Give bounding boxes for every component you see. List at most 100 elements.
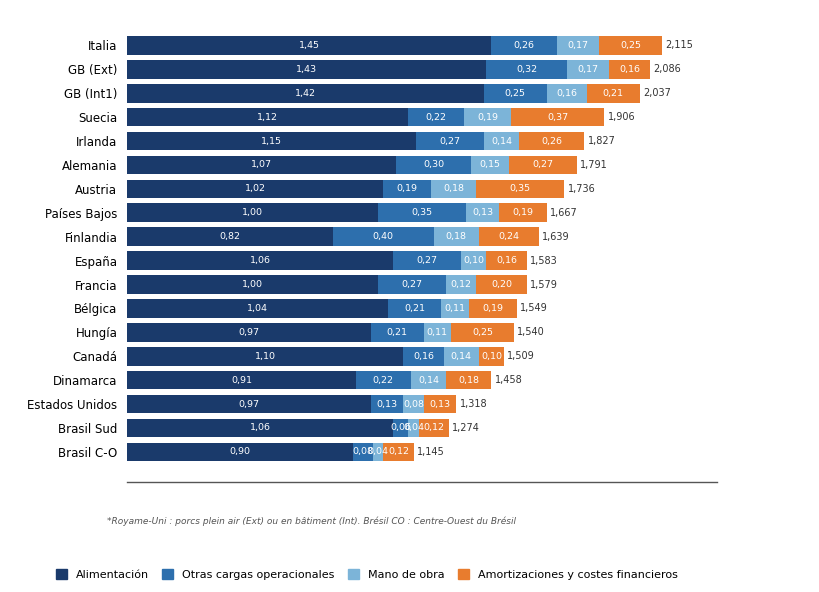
Text: 1,667: 1,667 [550, 208, 577, 218]
Bar [415, 131, 483, 150]
Bar [518, 131, 584, 150]
Text: 0,21: 0,21 [602, 89, 623, 98]
Bar [353, 443, 373, 461]
Bar [127, 323, 370, 342]
Bar [460, 251, 486, 270]
Text: 1,906: 1,906 [607, 112, 635, 122]
Bar [403, 347, 443, 366]
Text: 0,19: 0,19 [477, 112, 497, 121]
Text: 1,145: 1,145 [416, 447, 444, 457]
Text: 1,45: 1,45 [298, 41, 319, 50]
Text: 1,06: 1,06 [250, 423, 270, 433]
Text: 1,583: 1,583 [529, 256, 557, 266]
Text: 0,21: 0,21 [404, 304, 425, 313]
Text: 0,90: 0,90 [229, 448, 251, 456]
Text: 0,12: 0,12 [387, 448, 409, 456]
Text: 0,04: 0,04 [368, 448, 388, 456]
Text: 0,24: 0,24 [498, 232, 519, 241]
Bar [127, 60, 486, 79]
Bar [127, 251, 393, 270]
Text: 0,27: 0,27 [439, 137, 460, 146]
Bar [446, 371, 491, 390]
Text: 1,07: 1,07 [251, 160, 272, 169]
Bar [383, 179, 431, 198]
Bar [433, 227, 478, 246]
Text: 0,14: 0,14 [491, 137, 511, 146]
Bar [466, 204, 498, 222]
Bar [127, 227, 333, 246]
Text: 0,10: 0,10 [480, 352, 501, 361]
Text: 0,14: 0,14 [418, 376, 438, 385]
Bar [333, 227, 433, 246]
Text: 0,82: 0,82 [219, 232, 240, 241]
Bar [373, 443, 383, 461]
Text: 1,10: 1,10 [255, 352, 275, 361]
Text: 0,27: 0,27 [532, 160, 553, 169]
Text: 1,509: 1,509 [507, 351, 534, 361]
Bar [471, 156, 509, 174]
Bar [478, 347, 504, 366]
Bar [127, 84, 483, 102]
Bar [396, 156, 471, 174]
Bar [370, 323, 423, 342]
Bar [378, 204, 466, 222]
Text: 1,04: 1,04 [247, 304, 268, 313]
Bar [127, 347, 403, 366]
Bar [127, 204, 378, 222]
Bar [127, 299, 388, 318]
Bar [468, 299, 516, 318]
Bar [566, 60, 609, 79]
Text: 0,35: 0,35 [411, 208, 432, 217]
Bar [599, 36, 662, 54]
Text: 1,02: 1,02 [244, 184, 265, 194]
Text: 0,11: 0,11 [427, 328, 447, 337]
Text: 1,579: 1,579 [529, 279, 557, 289]
Legend: Alimentación, Otras cargas operacionales, Mano de obra, Amortizaciones y costes : Alimentación, Otras cargas operacionales… [56, 569, 677, 580]
Text: 0,97: 0,97 [238, 328, 259, 337]
Text: 0,13: 0,13 [472, 208, 492, 217]
Text: 1,274: 1,274 [451, 423, 479, 433]
Text: *Royame-Uni : porcs plein air (Ext) ou en bâtiment (Int). Brésil CO : Centre-Oue: *Royame-Uni : porcs plein air (Ext) ou e… [106, 516, 515, 526]
Text: 0,25: 0,25 [472, 328, 492, 337]
Text: 0,25: 0,25 [505, 89, 525, 98]
Text: 0,26: 0,26 [541, 137, 562, 146]
Bar [511, 108, 604, 127]
Text: 1,549: 1,549 [519, 304, 547, 313]
Text: 0,16: 0,16 [413, 352, 433, 361]
Bar [586, 84, 639, 102]
Text: 0,13: 0,13 [376, 400, 397, 408]
Text: 0,40: 0,40 [373, 232, 393, 241]
Text: 2,115: 2,115 [665, 40, 693, 50]
Bar [443, 347, 478, 366]
Text: 0,19: 0,19 [482, 304, 503, 313]
Text: 1,06: 1,06 [250, 256, 270, 265]
Bar [393, 251, 460, 270]
Bar [441, 299, 468, 318]
Bar [476, 179, 563, 198]
Text: 1,791: 1,791 [579, 160, 607, 170]
Text: 1,639: 1,639 [541, 231, 569, 242]
Bar [431, 179, 476, 198]
Bar [127, 371, 355, 390]
Text: 0,17: 0,17 [567, 41, 588, 50]
Text: 0,21: 0,21 [387, 328, 407, 337]
Bar [378, 275, 446, 294]
Text: 1,00: 1,00 [242, 208, 263, 217]
Bar [450, 323, 514, 342]
Text: 1,43: 1,43 [296, 65, 317, 74]
Bar [609, 60, 649, 79]
Text: 0,15: 0,15 [479, 160, 500, 169]
Bar [498, 204, 546, 222]
Text: 0,30: 0,30 [423, 160, 444, 169]
Text: 0,16: 0,16 [555, 89, 577, 98]
Text: 0,32: 0,32 [515, 65, 536, 74]
Text: 2,086: 2,086 [652, 65, 680, 75]
Bar [556, 36, 599, 54]
Text: 0,13: 0,13 [429, 400, 450, 408]
Bar [410, 371, 446, 390]
Text: 0,11: 0,11 [444, 304, 465, 313]
Bar [486, 60, 566, 79]
Text: 0,22: 0,22 [425, 112, 446, 121]
Bar [127, 443, 353, 461]
Text: 0,04: 0,04 [402, 423, 423, 433]
